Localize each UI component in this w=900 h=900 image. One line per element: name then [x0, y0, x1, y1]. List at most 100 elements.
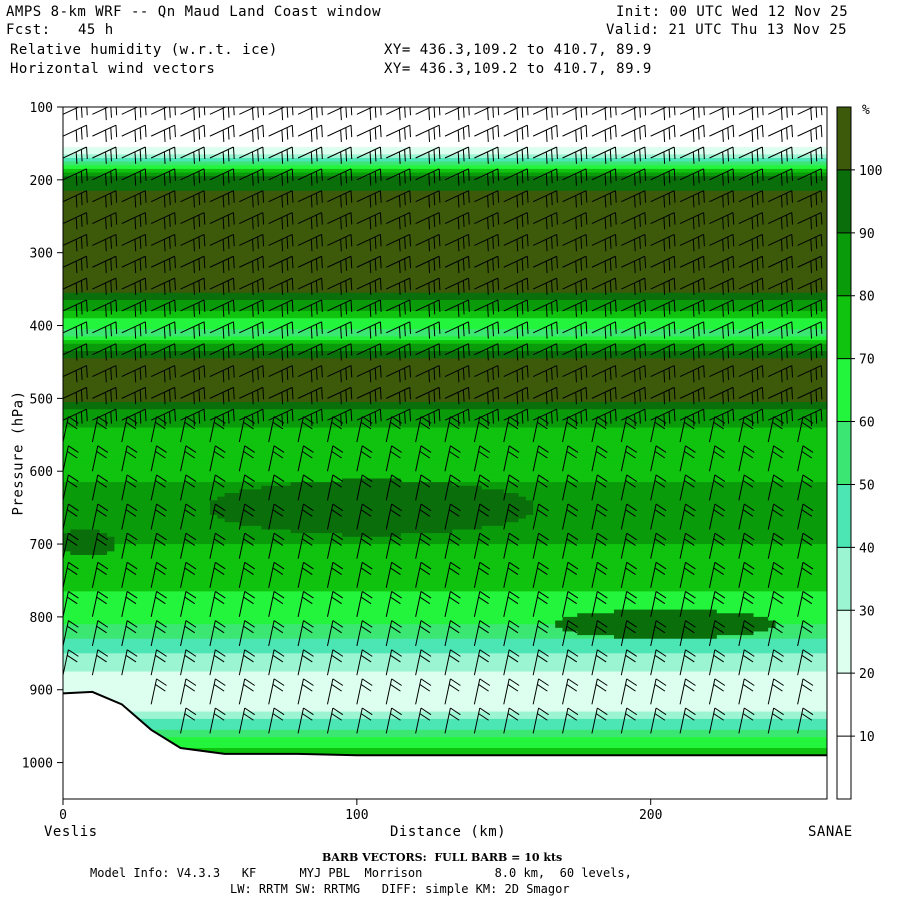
barb-shaft — [503, 343, 528, 356]
wind-barb — [356, 255, 382, 274]
barb-feather — [692, 151, 695, 164]
barb-feather — [551, 107, 553, 118]
barb-feather — [379, 409, 382, 422]
wind-barb — [297, 146, 323, 164]
barb-shaft — [326, 678, 334, 705]
barb-shaft — [415, 408, 440, 421]
wind-barb — [708, 445, 726, 472]
barb-shaft — [797, 678, 804, 705]
barb-feather — [80, 193, 83, 206]
barb-feather — [478, 713, 489, 721]
barb-feather — [697, 280, 700, 293]
barb-shaft — [768, 190, 793, 203]
wind-barb — [797, 408, 823, 427]
barb-feather — [379, 321, 382, 334]
barb-feather — [468, 278, 470, 291]
barb-feather — [409, 146, 412, 160]
wind-barb — [768, 343, 794, 361]
barb-feather — [213, 567, 225, 575]
barb-feather — [68, 503, 79, 512]
barb-feather — [115, 409, 118, 422]
barb-feather — [685, 474, 696, 482]
rh-cell — [63, 292, 827, 297]
wind-barb — [708, 532, 726, 559]
barb-feather — [302, 596, 313, 605]
barb-feather — [521, 367, 524, 380]
barb-feather — [115, 256, 118, 269]
wind-barb — [768, 212, 794, 230]
barb-feather — [604, 414, 607, 427]
barb-feather — [663, 370, 666, 383]
rh-cell — [63, 230, 827, 236]
wind-barb — [297, 233, 323, 252]
barb-shaft — [621, 212, 646, 225]
barb-feather — [222, 304, 225, 317]
barb-shaft — [92, 168, 117, 181]
barb-shaft — [326, 649, 334, 676]
wind-barb — [209, 190, 235, 208]
wind-barb — [356, 591, 373, 617]
barb-feather — [604, 108, 607, 121]
barb-feather — [786, 367, 788, 380]
wind-barb — [474, 343, 500, 361]
barb-shaft — [356, 503, 363, 530]
barb-shaft — [415, 168, 440, 181]
barb-feather — [340, 108, 342, 121]
barb-feather — [663, 108, 666, 121]
rh-cell — [400, 478, 827, 483]
barb-feather — [626, 620, 637, 628]
barb-feather — [438, 299, 441, 312]
rh-cell — [63, 147, 827, 152]
rh-cell — [63, 493, 226, 498]
rh-cell — [63, 340, 827, 345]
barb-shaft — [621, 408, 646, 421]
barb-shaft — [297, 386, 322, 399]
wind-barb — [591, 343, 617, 361]
barb-feather — [227, 302, 230, 315]
barb-shaft — [297, 416, 304, 443]
rh-cell — [209, 500, 534, 505]
barb-feather — [684, 450, 695, 459]
barb-feather — [198, 280, 201, 293]
wind-barb — [503, 503, 520, 530]
rh-cell — [63, 580, 827, 585]
barb-feather — [492, 280, 494, 293]
barb-shaft — [121, 445, 128, 472]
rh-cell — [63, 536, 116, 542]
barb-shaft — [591, 255, 616, 268]
barb-feather — [668, 302, 671, 315]
barb-feather — [105, 392, 107, 405]
barb-feather — [369, 261, 372, 274]
barb-feather — [97, 503, 109, 512]
wind-barb — [532, 532, 549, 559]
barb-shaft — [180, 212, 205, 225]
barb-feather — [291, 168, 294, 181]
rh-cell — [63, 329, 827, 334]
barb-feather — [516, 348, 519, 361]
barb-shaft — [63, 107, 80, 115]
barb-feather — [222, 414, 225, 427]
barb-feather — [391, 649, 402, 657]
barb-shaft — [268, 678, 275, 705]
barb-shaft — [150, 649, 158, 676]
wind-barb — [650, 107, 676, 121]
barb-shaft — [239, 233, 264, 246]
barb-feather — [115, 168, 118, 181]
wind-barb — [238, 532, 255, 559]
barb-shaft — [679, 365, 704, 377]
wind-barb — [239, 343, 265, 361]
barb-feather — [321, 107, 323, 116]
wind-barb — [562, 212, 588, 230]
barb-feather — [156, 591, 167, 599]
barb-feather — [361, 707, 373, 716]
barb-shaft — [532, 343, 557, 356]
barb-shaft — [268, 408, 293, 421]
barb-shaft — [474, 408, 499, 421]
barb-feather — [654, 567, 666, 575]
barb-shaft — [621, 321, 646, 334]
barb-feather — [820, 212, 823, 225]
barb-shaft — [591, 408, 616, 421]
barb-shaft — [297, 533, 304, 559]
barb-feather — [281, 304, 284, 317]
wind-barb — [92, 299, 118, 317]
